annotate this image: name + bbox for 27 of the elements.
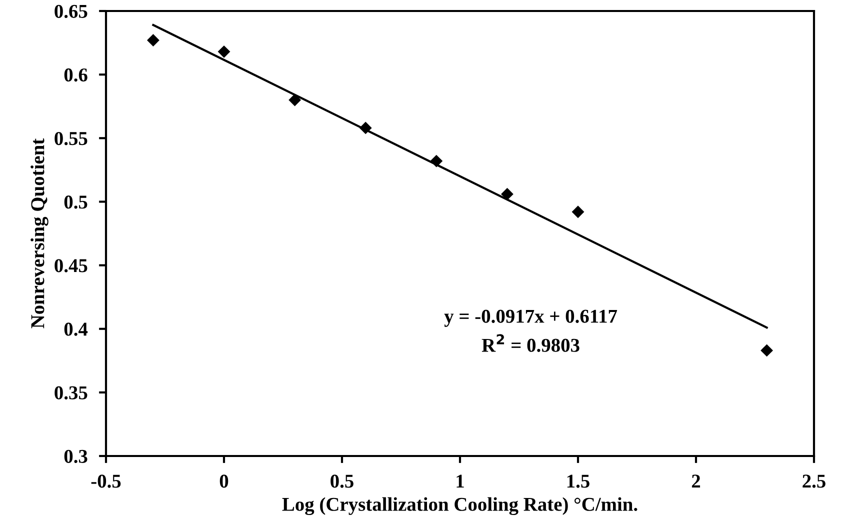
x-tick-label: 0 bbox=[220, 474, 228, 488]
y-tick-label: 0.6 bbox=[64, 68, 88, 82]
y-tick-label: 0.5 bbox=[64, 196, 88, 209]
y-tick-label: 0.4 bbox=[64, 322, 88, 336]
y-tick-label: 0.65 bbox=[54, 4, 88, 18]
y-tick-label: 0.35 bbox=[54, 386, 88, 400]
y-tick-label: 0.45 bbox=[54, 259, 88, 272]
x-tick-label: 1.5 bbox=[567, 474, 590, 488]
y-tick-label: 0.3 bbox=[64, 450, 88, 464]
x-tick-label: 1 bbox=[456, 474, 464, 488]
x-axis-title: Log (Crystallization Cooling Rate) °C/min. bbox=[282, 497, 638, 516]
point bbox=[218, 45, 230, 58]
annotation: R$^{2}$ = 0.9803 bbox=[482, 334, 580, 352]
point bbox=[359, 122, 372, 134]
point bbox=[760, 344, 774, 357]
x-tick-label: 0.5 bbox=[330, 474, 354, 488]
point bbox=[146, 34, 160, 46]
point bbox=[430, 154, 443, 168]
point bbox=[288, 94, 302, 106]
y-tick-label: 0.55 bbox=[54, 132, 88, 146]
x-tick-label: 2 bbox=[692, 474, 700, 488]
y-axis-title: Nonreversing Quotient bbox=[30, 138, 48, 328]
x-tick-label: 2.5 bbox=[802, 474, 826, 488]
annotation: y = -0.0917x + 0.6117 bbox=[444, 310, 618, 327]
x-tick-label: -0.5 bbox=[91, 474, 121, 488]
point bbox=[500, 188, 514, 200]
point bbox=[572, 206, 584, 218]
